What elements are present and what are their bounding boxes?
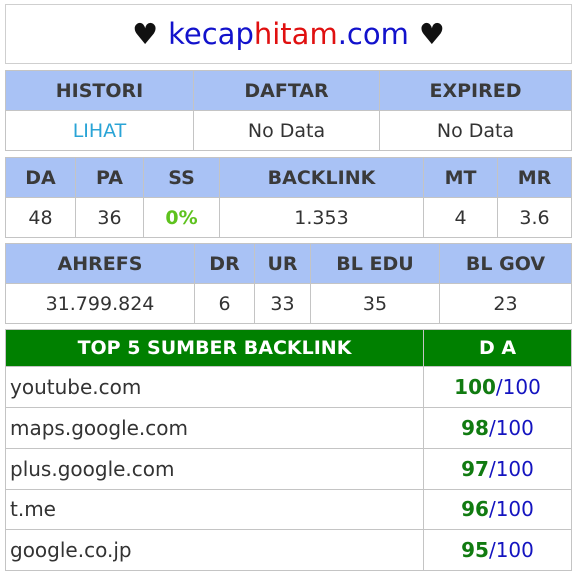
da-value: 48 (5, 197, 76, 238)
header-bl-gov: BL GOV (439, 243, 572, 284)
header-histori: HISTORI (5, 70, 194, 111)
header-top-sources: TOP 5 SUMBER BACKLINK (5, 328, 424, 368)
domain-name-part3: .com (337, 17, 409, 51)
dr-value: 6 (194, 283, 255, 324)
ahrefs-value: 31.799.824 (5, 283, 195, 324)
bl-gov-value: 23 (439, 283, 572, 324)
header-ahrefs: AHREFS (5, 243, 195, 284)
source-da-value: 96 (461, 497, 489, 522)
source-domain: maps.google.com (5, 407, 424, 449)
ahrefs-table: AHREFS DR UR BL EDU BL GOV 31.799.824 6 … (5, 243, 572, 324)
mt-value: 4 (423, 197, 498, 238)
header-expired: EXPIRED (379, 70, 572, 111)
source-domain: t.me (5, 488, 424, 531)
domain-title: ♥ kecap hitam .com ♥ (5, 4, 572, 64)
mr-value: 3.6 (497, 197, 572, 238)
header-ss: SS (143, 157, 220, 198)
header-mt: MT (423, 157, 498, 198)
bl-edu-value: 35 (310, 283, 440, 324)
source-domain: google.co.jp (5, 529, 424, 571)
source-da: 97/100 (423, 447, 572, 490)
table-row: t.me 96/100 (5, 488, 572, 531)
source-domain: youtube.com (5, 366, 424, 409)
daftar-value: No Data (193, 110, 380, 151)
table-row: maps.google.com 98/100 (5, 407, 572, 449)
source-da-max: 100 (495, 497, 534, 522)
table-row: plus.google.com 97/100 (5, 447, 572, 490)
histori-link[interactable]: LIHAT (72, 119, 127, 142)
header-pa: PA (75, 157, 144, 198)
source-da: 96/100 (423, 488, 572, 531)
source-da-max: 100 (495, 456, 534, 481)
source-da-max: 100 (495, 415, 534, 440)
ahrefs-header-row: AHREFS DR UR BL EDU BL GOV (5, 243, 572, 284)
header-daftar: DAFTAR (193, 70, 380, 111)
backlink-value: 1.353 (219, 197, 424, 238)
source-da: 98/100 (423, 407, 572, 449)
heart-icon-left: ♥ (132, 17, 159, 51)
ahrefs-value-row: 31.799.824 6 33 35 23 (5, 283, 572, 324)
domain-name-part1: kecap (168, 17, 254, 51)
source-da-max: 100 (495, 538, 534, 563)
header-dr: DR (194, 243, 255, 284)
source-da-value: 97 (461, 456, 489, 481)
source-da-value: 100 (454, 375, 496, 400)
metrics-value-row: 48 36 0% 1.353 4 3.6 (5, 197, 572, 238)
expired-value: No Data (379, 110, 572, 151)
source-da-max: 100 (502, 375, 541, 400)
registration-table: HISTORI DAFTAR EXPIRED LIHAT No Data No … (5, 70, 572, 151)
metrics-header-row: DA PA SS BACKLINK MT MR (5, 157, 572, 198)
header-source-da: D A (423, 328, 572, 368)
metrics-table: DA PA SS BACKLINK MT MR 48 36 0% 1.353 4… (5, 157, 572, 238)
header-bl-edu: BL EDU (310, 243, 440, 284)
registration-header-row: HISTORI DAFTAR EXPIRED (5, 70, 572, 111)
header-ur: UR (254, 243, 311, 284)
header-da: DA (5, 157, 76, 198)
histori-cell: LIHAT (5, 110, 194, 151)
header-backlink: BACKLINK (219, 157, 424, 198)
source-da-value: 95 (461, 538, 489, 563)
source-da: 95/100 (423, 529, 572, 571)
source-da-value: 98 (461, 415, 489, 440)
table-row: google.co.jp 95/100 (5, 529, 572, 571)
top-sources-table: TOP 5 SUMBER BACKLINK D A youtube.com 10… (5, 328, 572, 571)
heart-icon-right: ♥ (418, 17, 445, 51)
header-mr: MR (497, 157, 572, 198)
source-domain: plus.google.com (5, 447, 424, 490)
top-sources-header-row: TOP 5 SUMBER BACKLINK D A (5, 328, 572, 368)
registration-value-row: LIHAT No Data No Data (5, 110, 572, 151)
ss-value: 0% (143, 197, 220, 238)
pa-value: 36 (75, 197, 144, 238)
table-row: youtube.com 100/100 (5, 366, 572, 409)
source-da: 100/100 (423, 366, 572, 409)
ur-value: 33 (254, 283, 311, 324)
domain-name-part2: hitam (253, 17, 338, 51)
